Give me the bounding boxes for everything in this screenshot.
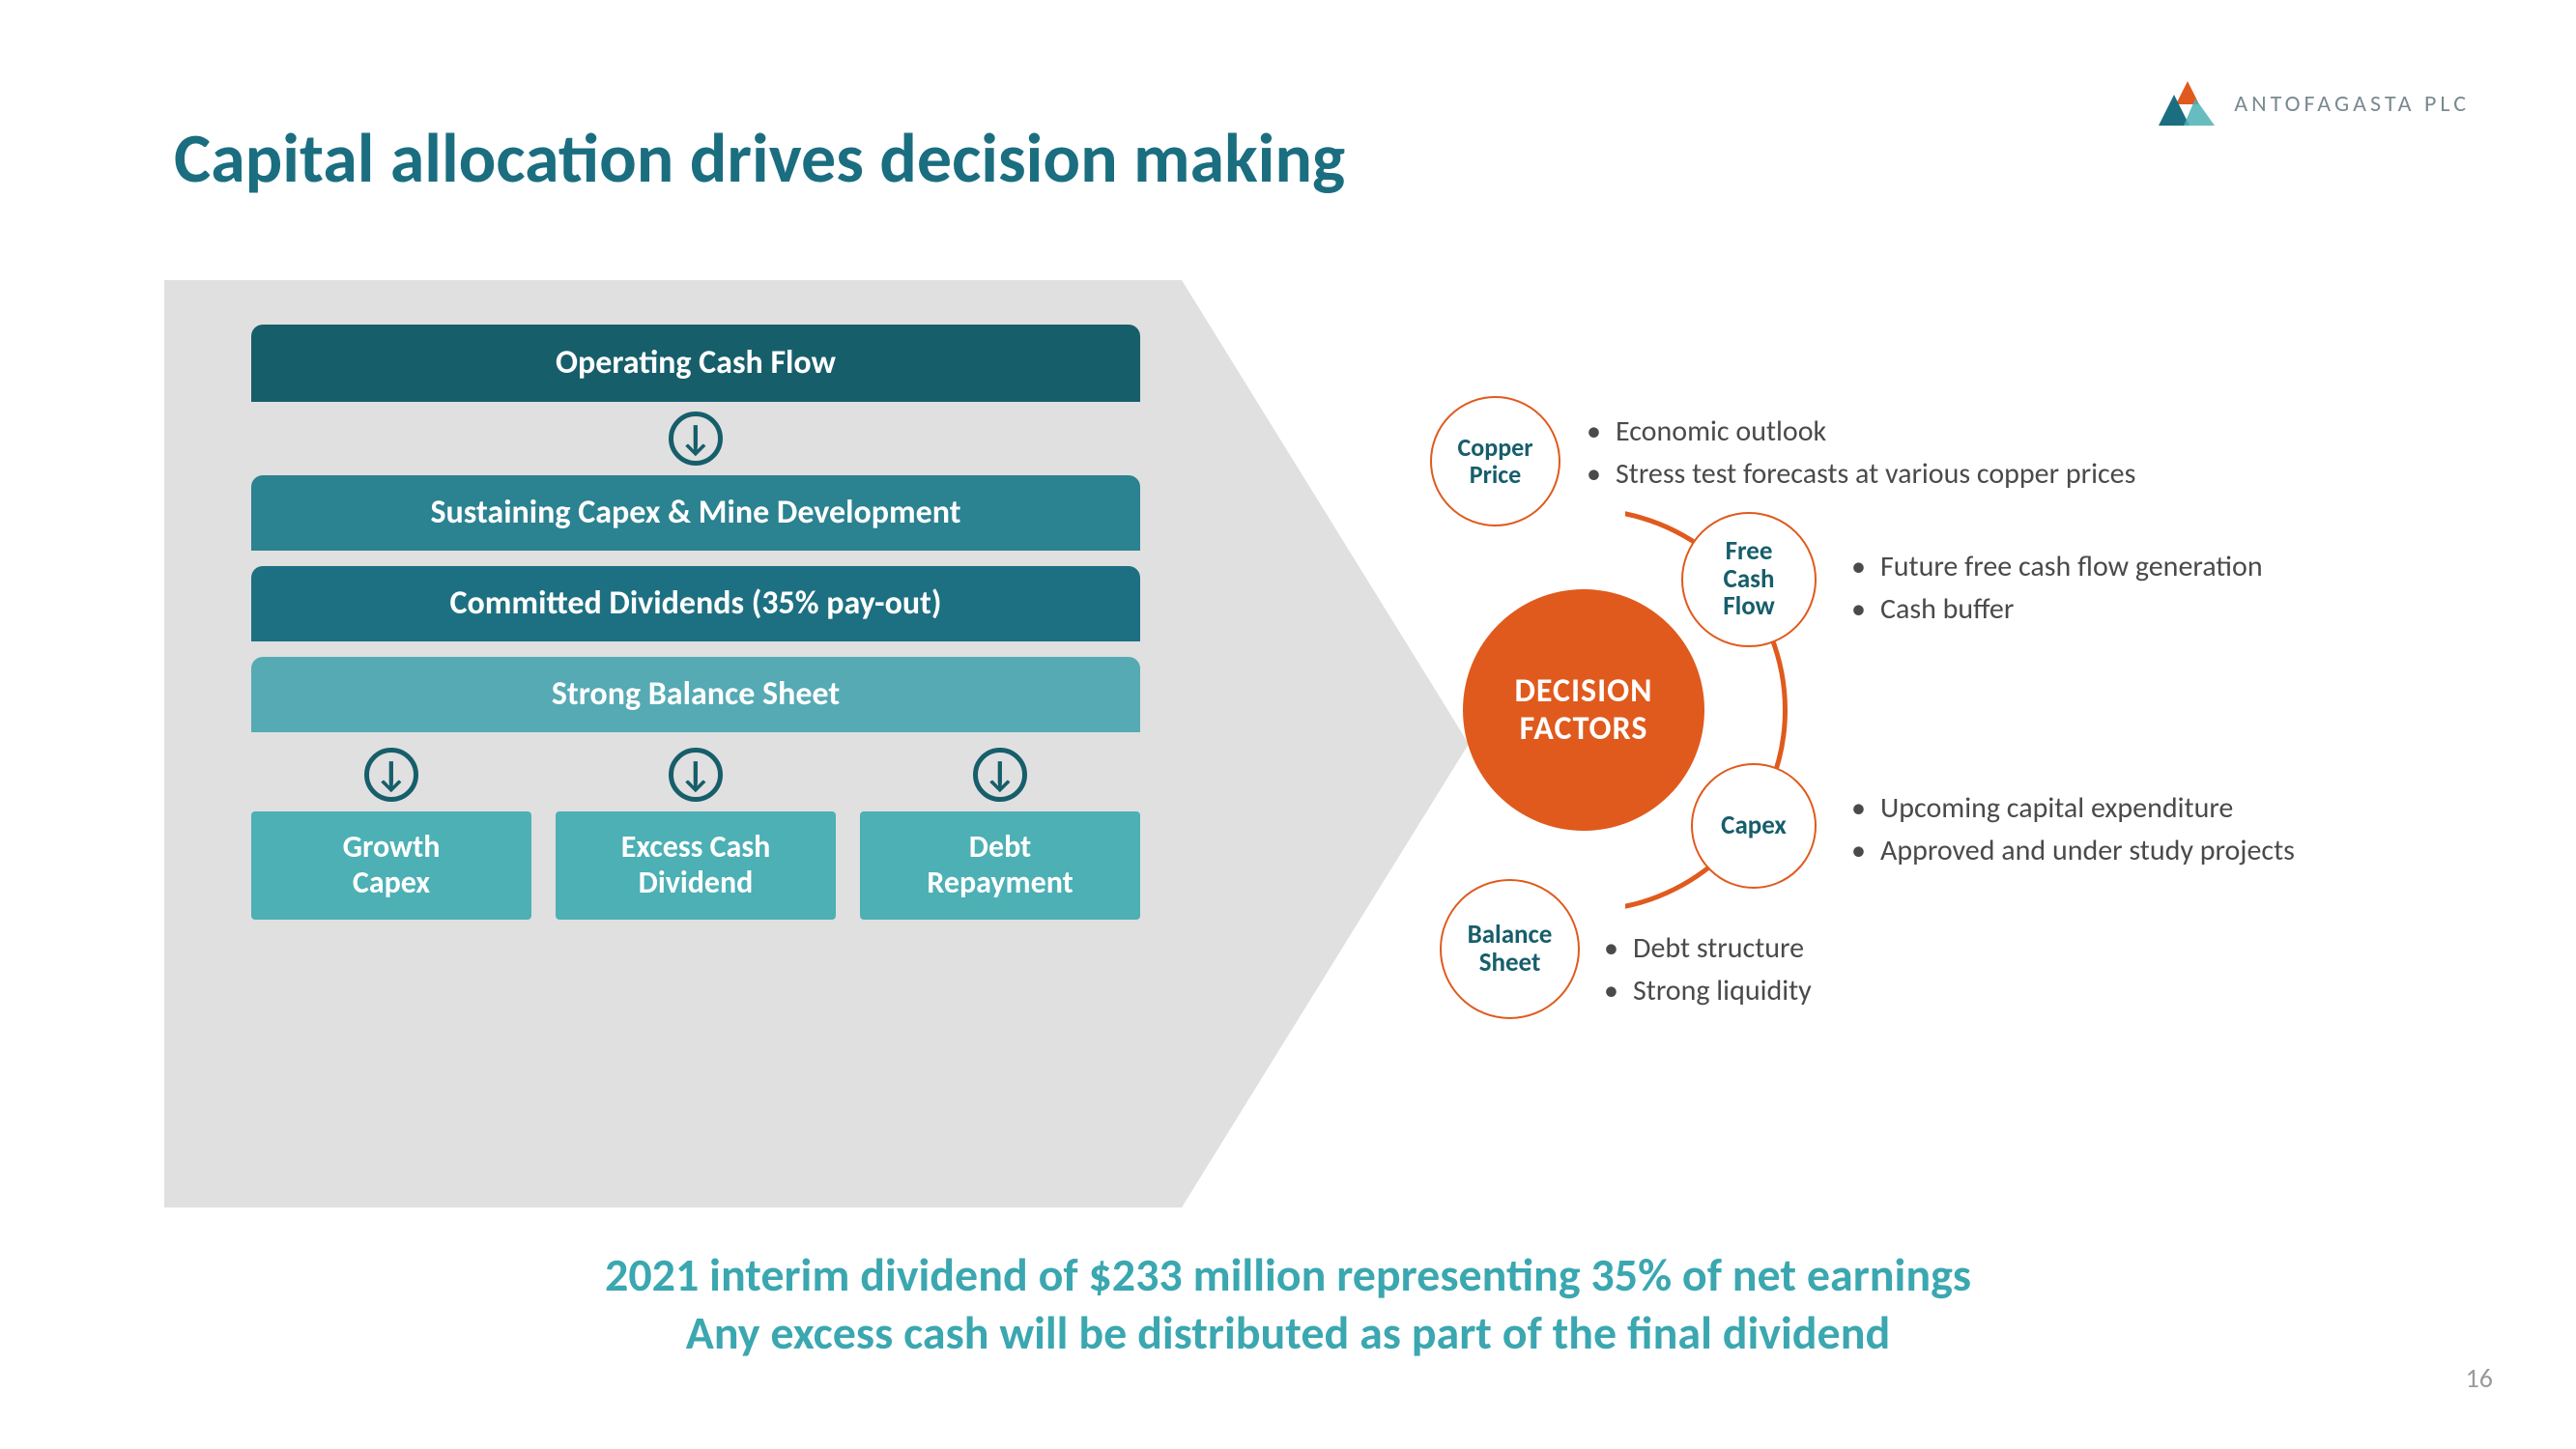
output-box: Excess CashDividend — [556, 811, 836, 920]
bullets-copper-price: Economic outlook Stress test forecasts a… — [1587, 411, 2379, 495]
slide-title: Capital allocation drives decision makin… — [174, 116, 1345, 201]
output-box: GrowthCapex — [251, 811, 531, 920]
bullet-item: Debt structure — [1633, 927, 2280, 970]
satellite-balance-sheet: Balance Sheet — [1440, 879, 1580, 1019]
page-number: 16 — [2466, 1361, 2493, 1395]
flow-bar-sustaining-capex: Sustaining Capex & Mine Development — [251, 475, 1140, 551]
logo-icon — [2157, 77, 2218, 129]
footer-line1: 2021 interim dividend of $233 million re… — [0, 1246, 2576, 1304]
flow-output-excess-cash-dividend: ↓ Excess CashDividend — [556, 738, 836, 920]
company-logo: ANTOFAGASTA PLC — [2157, 77, 2470, 129]
footer-line2: Any excess cash will be distributed as p… — [0, 1304, 2576, 1362]
decision-factors-cluster: DECISION FACTORS Copper Price Free Cash … — [1411, 357, 2532, 1072]
bullet-item: Economic outlook — [1616, 411, 2379, 453]
flow-output-debt-repayment: ↓ DebtRepayment — [860, 738, 1140, 920]
down-arrow-icon: ↓ — [973, 748, 1027, 802]
flow-bar-committed-dividends: Committed Dividends (35% pay-out) — [251, 566, 1140, 641]
bullet-item: Upcoming capital expenditure — [1880, 787, 2528, 830]
flow-output-growth-capex: ↓ GrowthCapex — [251, 738, 531, 920]
satellite-capex: Capex — [1691, 763, 1817, 889]
bullet-item: Approved and under study projects — [1880, 830, 2528, 872]
bullet-item: Cash buffer — [1880, 588, 2528, 631]
bullet-item: Future free cash flow generation — [1880, 546, 2528, 588]
flow-bar-strong-balance-sheet: Strong Balance Sheet — [251, 657, 1140, 732]
down-arrow-icon: ↓ — [669, 412, 723, 466]
flow-bar-operating-cash-flow: Operating Cash Flow — [251, 325, 1140, 402]
satellite-copper-price: Copper Price — [1430, 396, 1560, 526]
hub-line2: FACTORS — [1520, 710, 1648, 748]
satellite-free-cash-flow: Free Cash Flow — [1681, 512, 1817, 647]
down-arrow-icon: ↓ — [364, 748, 418, 802]
bullets-capex: Upcoming capital expenditure Approved an… — [1851, 787, 2528, 871]
bullets-balance-sheet: Debt structure Strong liquidity — [1604, 927, 2280, 1011]
bullets-free-cash-flow: Future free cash flow generation Cash bu… — [1851, 546, 2528, 630]
decision-factors-hub: DECISION FACTORS — [1463, 589, 1704, 831]
down-arrow-icon: ↓ — [669, 748, 723, 802]
logo-text: ANTOFAGASTA PLC — [2234, 90, 2470, 118]
capital-allocation-flow: Operating Cash Flow ↓ Sustaining Capex &… — [164, 280, 1469, 1208]
bullet-item: Stress test forecasts at various copper … — [1616, 453, 2379, 496]
output-box: DebtRepayment — [860, 811, 1140, 920]
hub-line1: DECISION — [1514, 672, 1652, 710]
footer-statement: 2021 interim dividend of $233 million re… — [0, 1246, 2576, 1362]
bullet-item: Strong liquidity — [1633, 970, 2280, 1012]
